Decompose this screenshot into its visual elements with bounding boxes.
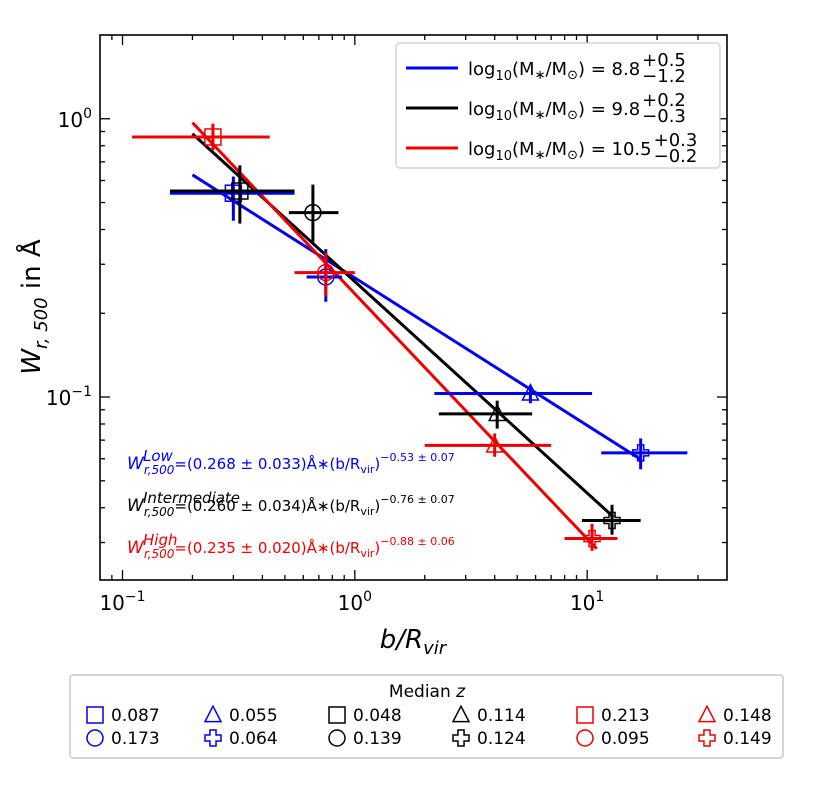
median-z-value: 0.087 bbox=[111, 706, 160, 726]
data-point-high-square bbox=[132, 123, 270, 151]
median-z-value: 0.173 bbox=[111, 729, 160, 749]
legend-marker-square bbox=[328, 706, 346, 724]
median-z-value: 0.095 bbox=[601, 729, 650, 749]
data-point-intermediate-triangle bbox=[438, 400, 533, 429]
median-z-entry: 0.124 bbox=[452, 729, 526, 749]
legend-marker-circle bbox=[576, 729, 594, 747]
y-axis-label: Wr, 500 in Å bbox=[15, 239, 52, 375]
median-z-value: 0.139 bbox=[353, 729, 402, 749]
legend-sub-high: −0.2 bbox=[654, 146, 698, 167]
fit-annotation-low: Wr,500=(0.268 ± 0.033)Å∗(b/Rvir)−0.53 ± … bbox=[127, 451, 455, 477]
median-z-value: 0.213 bbox=[601, 706, 650, 726]
legend-marker-cross bbox=[204, 729, 222, 747]
fit-lines bbox=[191, 121, 642, 550]
median-z-value: 0.149 bbox=[723, 729, 772, 749]
plot-frame bbox=[99, 34, 728, 581]
fit-annotation-intermediate: Wr,500=(0.260 ± 0.034)Å∗(b/Rvir)−0.76 ± … bbox=[127, 493, 455, 519]
median-z-value: 0.055 bbox=[229, 706, 278, 726]
y-tick-label: 10−1 bbox=[46, 384, 92, 410]
legend-marker-square bbox=[576, 706, 594, 724]
legend-sub-intermediate: −0.3 bbox=[642, 106, 686, 127]
data-point-intermediate-cross bbox=[581, 504, 641, 535]
data-point-intermediate-square bbox=[169, 165, 295, 224]
legend-sup-low: +0.5 bbox=[642, 50, 686, 71]
marker-cross bbox=[631, 444, 650, 462]
median-z-entry: 0.048 bbox=[328, 706, 402, 726]
major-ticks bbox=[100, 35, 727, 580]
fit-line-low bbox=[191, 173, 642, 461]
fit-line-high bbox=[191, 121, 598, 550]
marker-triangle bbox=[487, 403, 507, 422]
median-z-entry: 0.139 bbox=[328, 729, 402, 749]
data-point-high-circle bbox=[294, 252, 355, 297]
median-z-value: 0.148 bbox=[723, 706, 772, 726]
median-z-entry: 0.213 bbox=[576, 706, 650, 726]
fit-annotation-sup-intermediate: Intermediate bbox=[143, 489, 240, 507]
legend-marker-cross bbox=[698, 729, 716, 747]
median-z-entry: 0.064 bbox=[204, 729, 278, 749]
fit-annotation-sup-high: High bbox=[143, 531, 177, 549]
data-point-low-cross bbox=[601, 438, 688, 470]
marker-cross bbox=[583, 529, 601, 548]
marker-circle bbox=[304, 203, 322, 222]
data-point-low-triangle bbox=[434, 383, 593, 404]
fit-annotation-high: Wr,500=(0.235 ± 0.020)Å∗(b/Rvir)−0.88 ± … bbox=[127, 535, 455, 561]
legend-label-high: log10(M∗/M⊙) = 10.5 bbox=[468, 139, 652, 164]
median-z-entry: 0.149 bbox=[698, 729, 772, 749]
data-point-high-triangle bbox=[424, 433, 552, 457]
median-z-value: 0.064 bbox=[229, 729, 278, 749]
legend-marker-circle bbox=[86, 729, 104, 747]
median-z-title: Median z bbox=[389, 682, 466, 702]
legend-marker-square bbox=[86, 706, 104, 724]
median-z-entry: 0.148 bbox=[697, 704, 772, 726]
median-z-entry: 0.087 bbox=[86, 706, 160, 726]
legend-marker-triangle bbox=[697, 704, 717, 723]
median-z-legend: 0.087 0.173 0.055 0.064 0.048 0.139 0.114 0.124… bbox=[86, 704, 772, 749]
x-axis-label: b/Rvir bbox=[380, 625, 448, 659]
marker-cross bbox=[603, 511, 621, 530]
marker-square bbox=[231, 182, 249, 200]
legend-sub-low: −1.2 bbox=[642, 66, 686, 87]
fit-annotations: Wr,500=(0.268 ± 0.033)Å∗(b/Rvir)−0.53 ± … bbox=[127, 447, 455, 561]
legend-marker-circle bbox=[328, 729, 346, 747]
marker-triangle bbox=[485, 434, 504, 453]
data-point-intermediate-circle bbox=[288, 184, 339, 243]
legend-sup-intermediate: +0.2 bbox=[642, 90, 686, 111]
median-z-value: 0.114 bbox=[477, 706, 526, 726]
legend-marker-triangle bbox=[203, 704, 223, 723]
x-tick-label: 10−1 bbox=[99, 589, 145, 615]
marker-circle bbox=[317, 263, 335, 282]
median-z-entry: 0.055 bbox=[203, 704, 278, 726]
legend-marker-triangle bbox=[451, 704, 471, 723]
data-points bbox=[132, 123, 688, 551]
x-tick-label: 100 bbox=[338, 589, 372, 615]
x-tick-label: 101 bbox=[570, 589, 604, 615]
median-z-value: 0.124 bbox=[477, 729, 526, 749]
marker-square bbox=[204, 128, 222, 146]
y-tick-label: 100 bbox=[58, 106, 92, 132]
tick-labels: 10−1 100 101 10−1 100 bbox=[46, 106, 604, 615]
median-z-value: 0.048 bbox=[353, 706, 402, 726]
median-z-entry: 0.114 bbox=[451, 704, 526, 726]
marker-triangle bbox=[521, 383, 540, 401]
legend-label-low: log10(M∗/M⊙) = 8.8 bbox=[468, 59, 640, 84]
legend-label-intermediate: log10(M∗/M⊙) = 9.8 bbox=[468, 99, 640, 124]
series-legend-box bbox=[395, 42, 721, 169]
median-z-legend-box bbox=[69, 674, 784, 759]
median-z-entry: 0.095 bbox=[576, 729, 650, 749]
fit-annotation-sup-low: Low bbox=[143, 447, 174, 465]
data-point-high-cross bbox=[564, 523, 618, 551]
legend-sup-high: +0.3 bbox=[654, 130, 698, 151]
legend-marker-cross bbox=[452, 729, 470, 747]
median-z-entry: 0.173 bbox=[86, 729, 160, 749]
